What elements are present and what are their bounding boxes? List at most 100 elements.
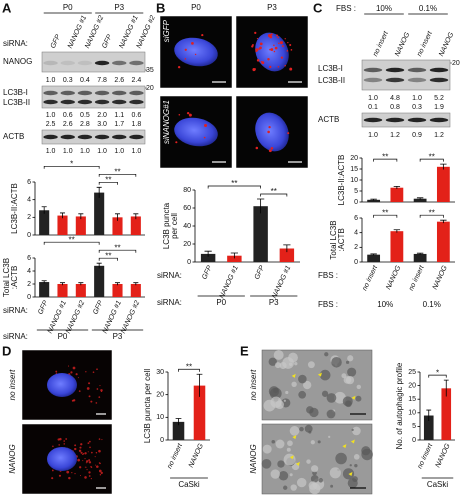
puncta <box>86 387 90 390</box>
y-axis-label: No. of autophagic profile <box>395 362 404 449</box>
em-texture <box>347 355 354 362</box>
em-texture <box>275 362 281 369</box>
bar <box>112 217 123 235</box>
em-texture <box>296 477 307 488</box>
em-texture <box>263 399 276 412</box>
puncta <box>267 57 270 61</box>
puncta <box>251 45 254 48</box>
column-label: NANOG <box>438 31 455 58</box>
em-texture <box>329 467 341 479</box>
blot-band <box>94 90 110 96</box>
puncta <box>268 125 271 129</box>
x-tick-label: NANOG #1 <box>271 265 292 300</box>
blot <box>361 112 451 128</box>
blot-band <box>112 99 127 105</box>
puncta <box>94 456 96 458</box>
bar <box>200 253 216 262</box>
puncta <box>100 389 103 392</box>
puncta <box>51 477 54 480</box>
quantification: 1.0 <box>368 95 378 102</box>
puncta <box>65 438 68 440</box>
error-bar <box>370 198 377 201</box>
bar <box>436 221 450 262</box>
quantification: 0.4 <box>80 77 90 84</box>
em-texture <box>351 428 354 432</box>
em-texture <box>321 390 329 397</box>
x-prefix-row: FBS : <box>318 271 338 280</box>
puncta <box>278 42 280 45</box>
quantification: 1.0 <box>80 148 90 155</box>
significance-bracket <box>373 214 398 218</box>
puncta <box>204 123 208 128</box>
error-bar <box>96 262 102 269</box>
significance-label: ** <box>382 208 388 217</box>
em-texture <box>283 399 286 402</box>
arrowhead <box>317 372 322 377</box>
y-tick-label: 10 <box>156 414 164 421</box>
panel-letter: B <box>156 0 165 15</box>
group-label: P3 <box>113 332 123 341</box>
quantification: 2.6 <box>114 77 124 84</box>
blot-band <box>60 90 75 96</box>
bar <box>390 231 404 262</box>
puncta <box>55 370 58 373</box>
em-texture <box>342 396 353 407</box>
row-label: no insert <box>8 369 17 400</box>
puncta <box>273 50 276 53</box>
x-tick-label: no insert <box>417 442 435 470</box>
blot-label: LC3B-I <box>3 88 28 97</box>
bar <box>75 216 86 235</box>
puncta <box>94 464 96 466</box>
puncta <box>98 469 102 473</box>
puncta <box>290 48 293 51</box>
puncta <box>277 65 280 68</box>
em-texture <box>318 478 324 483</box>
significance-label: ** <box>231 179 237 188</box>
y-tick-label: 25 <box>408 369 416 376</box>
arrowhead <box>291 373 296 378</box>
quantification: 0.3 <box>63 77 73 84</box>
y-tick-label: 20 <box>183 241 191 248</box>
x-tick-label: NANOG #2 <box>65 300 86 335</box>
em-texture <box>289 426 300 436</box>
em-texture <box>310 440 315 445</box>
puncta <box>63 440 66 442</box>
panel-letter: C <box>313 0 323 15</box>
y-axis-label: Total LC3B <box>329 220 338 259</box>
puncta <box>100 390 103 392</box>
em-texture <box>290 484 297 491</box>
em-texture <box>345 376 355 385</box>
puncta <box>84 476 87 479</box>
y-tick-label: 5 <box>354 188 358 195</box>
puncta <box>82 453 85 455</box>
puncta <box>184 48 187 51</box>
row-label: siNANOG#1 <box>162 100 171 144</box>
y-tick-label: 20 <box>156 392 164 399</box>
puncta <box>277 36 279 39</box>
puncta <box>273 44 275 46</box>
y-tick-label: 30 <box>156 369 164 376</box>
mw-marker: 35 <box>146 67 154 74</box>
bar <box>94 192 105 235</box>
puncta <box>88 475 91 477</box>
quantification: 2.4 <box>132 77 142 84</box>
puncta <box>85 466 87 468</box>
y-axis-label: LC3B-II:ACTB <box>10 183 19 234</box>
puncta <box>287 132 290 135</box>
em-texture <box>279 361 287 370</box>
x-tick-label: no insert <box>166 442 184 470</box>
blot-band <box>407 117 427 123</box>
quantification: 0.5 <box>80 112 90 119</box>
em-texture <box>299 426 304 432</box>
puncta <box>75 373 78 376</box>
puncta <box>85 460 89 463</box>
puncta <box>82 460 84 462</box>
y-tick-label: 0 <box>27 232 31 239</box>
puncta <box>79 475 82 477</box>
significance-label: ** <box>429 208 435 217</box>
quantification: 1.7 <box>114 121 124 128</box>
puncta <box>80 443 83 446</box>
error-bar <box>440 163 447 170</box>
puncta <box>95 452 98 454</box>
puncta <box>77 377 79 379</box>
